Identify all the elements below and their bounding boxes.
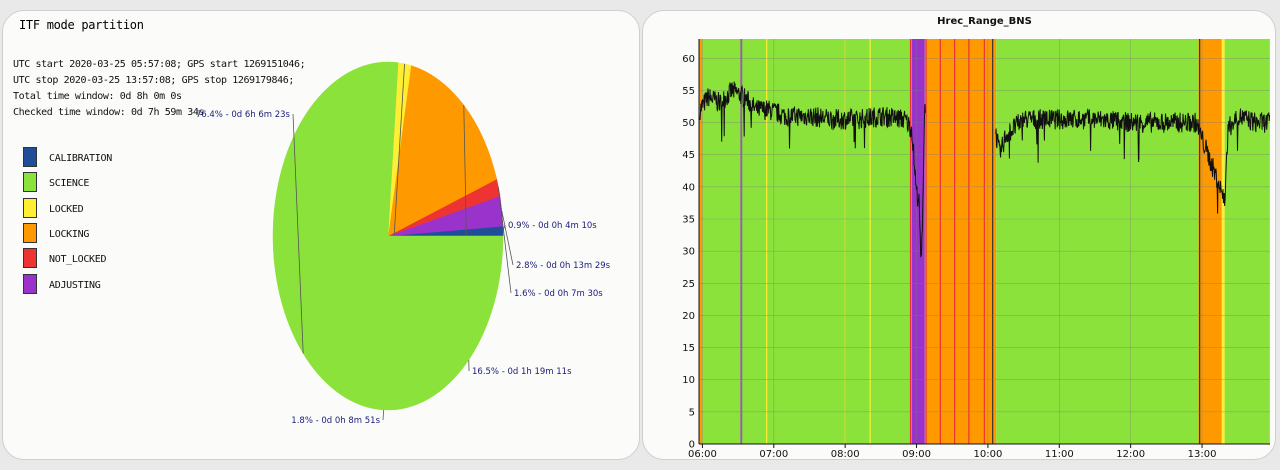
pie-label-science: 76.4% - 0d 6h 6m 23s [196,110,291,120]
y-tick-label: 25 [682,279,695,290]
y-tick-label: 35 [682,215,695,226]
y-tick-label: 55 [682,86,695,97]
legend-swatch-not-locked [23,248,37,268]
legend-swatch-adjusting [23,274,37,294]
x-tick-label: 08:00 [831,449,860,459]
mode-pie-chart: 0.9% - 0d 0h 4m 10s 2.8% - 0d 0h 13m 29s 1… [196,61,611,426]
x-tick-label: 07:00 [759,449,788,459]
legend-label-locked: LOCKED [49,204,84,215]
mode-partition-panel: ITF mode partition UTC start 2020-03-25 … [2,10,640,460]
x-tick-label: 11:00 [1045,449,1074,459]
y-tick-label: 0 [689,440,695,451]
pie-leader-not-locked [498,187,512,294]
pie-label-adjusting: 2.8% - 0d 0h 13m 29s [516,261,611,271]
pie-label-locked: 1.8% - 0d 0h 8m 51s [291,416,380,426]
y-tick-label: 50 [682,118,695,129]
y-tick-label: 45 [682,150,695,161]
pie-label-not-locked: 1.6% - 0d 0h 7m 30s [514,289,603,299]
pie-label-calibration: 0.9% - 0d 0h 4m 10s [508,221,597,231]
legend-label-adjusting: ADJUSTING [49,280,101,291]
legend-label-calibration: CALIBRATION [49,153,112,164]
pie-leader-adjusting [501,210,514,266]
mode-band-locked [1222,39,1225,444]
x-tick-label: 09:00 [902,449,931,459]
legend-label-locking: LOCKING [49,229,90,240]
legend-swatch-locked [23,198,37,218]
range-chart-panel: Hrec_Range_BNS 0 5 10 15 20 25 30 35 40 45 50 55 60 06… [642,10,1276,460]
y-tick-label: 20 [682,311,695,322]
x-tick-label: 13:00 [1188,449,1217,459]
legend-swatch-locking [23,223,37,243]
pie-label-locking: 16.5% - 0d 1h 19m 11s [472,367,572,377]
x-tick-label: 10:00 [973,449,1002,459]
range-line-chart: Hrec_Range_BNS 0 5 10 15 20 25 30 35 40 45 50 55 60 06… [682,16,1271,459]
y-tick-label: 40 [682,182,695,193]
legend-label-not-locked: NOT_LOCKED [49,254,107,265]
x-tick-label: 12:00 [1116,449,1145,459]
mode-band-adjusting [911,39,925,444]
pie-leader-science [292,113,304,354]
utc-start-line: UTC start 2020-03-25 05:57:08; GPS start… [13,59,306,70]
checked-time-line: Checked time window: 0d 7h 59m 34s [13,107,205,118]
total-time-line: Total time window: 0d 8h 0m 0s [13,91,182,102]
y-tick-label: 60 [682,54,695,65]
y-tick-label: 5 [689,407,695,418]
mode-band-science [1224,39,1270,444]
y-tick-label: 15 [682,343,695,354]
utc-stop-line: UTC stop 2020-03-25 13:57:08; GPS stop 1… [13,75,295,86]
line-chart-title: Hrec_Range_BNS [937,16,1032,27]
legend-swatch-science [23,172,37,192]
pie-panel-title: ITF mode partition [19,18,144,32]
legend-label-science: SCIENCE [49,178,90,189]
mode-band-locking [924,39,997,444]
mode-band-locking [698,39,703,444]
y-tick-label: 10 [682,375,695,386]
range-series-line [699,81,1271,258]
x-tick-label: 06:00 [688,449,717,459]
mode-band-locking [1198,39,1223,444]
legend-swatch-calibration [23,147,37,167]
mode-band-science [996,39,1199,444]
y-tick-label: 30 [682,247,695,258]
